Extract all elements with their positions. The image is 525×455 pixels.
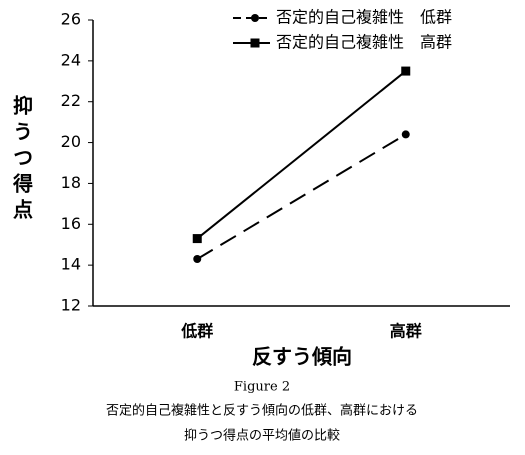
- marker: [401, 130, 410, 139]
- y-tick-label: 16: [61, 214, 81, 233]
- legend-label: 否定的自己複雑性 低群: [276, 8, 452, 27]
- marker: [193, 255, 202, 264]
- y-tick-label: 18: [61, 173, 81, 192]
- x-tick-label: 低群: [180, 322, 213, 341]
- series-line: [196, 70, 407, 240]
- series-line: [196, 133, 407, 260]
- legend-label: 否定的自己複雑性 高群: [276, 33, 452, 52]
- y-axis-label: 抑うつ得点: [10, 94, 34, 225]
- y-tick-label: 22: [61, 91, 81, 110]
- legend-marker: [251, 14, 259, 22]
- figure-label: Figure 2: [234, 380, 290, 395]
- legend-marker: [250, 38, 260, 48]
- x-tick-label: 高群: [390, 322, 422, 341]
- caption-line: 否定的自己複雑性と反すう傾向の低群、高群における: [106, 403, 418, 419]
- marker: [401, 66, 411, 76]
- y-tick-label: 14: [61, 255, 81, 274]
- x-axis-label: 反すう傾向: [252, 345, 352, 369]
- y-tick-label: 12: [61, 296, 81, 315]
- marker: [192, 234, 202, 244]
- caption-line: 抑うつ得点の平均値の比較: [184, 428, 340, 444]
- y-tick-label: 24: [61, 50, 81, 69]
- y-tick-label: 20: [61, 132, 81, 151]
- y-tick-label: 26: [61, 10, 81, 29]
